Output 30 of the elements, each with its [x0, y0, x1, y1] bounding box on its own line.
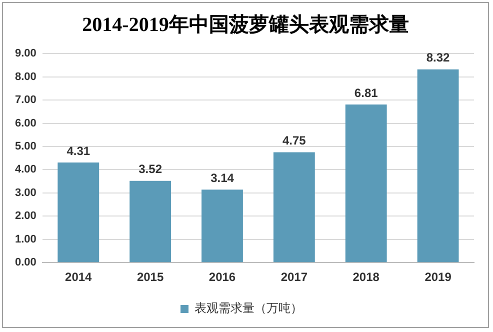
y-tick-label: 1.00 — [14, 233, 36, 246]
x-tick-label: 2016 — [208, 270, 236, 284]
x-tick-label: 2014 — [65, 270, 92, 284]
y-tick-label: 7.00 — [14, 94, 36, 106]
y-tick-label: 4.00 — [14, 164, 36, 176]
y-tick-label: 5.00 — [14, 140, 36, 153]
data-label: 4.75 — [282, 134, 306, 148]
data-label: 6.81 — [354, 86, 378, 100]
bar — [417, 69, 459, 262]
y-tick-label: 0.00 — [14, 256, 36, 269]
chart-title: 2014-2019年中国菠萝罐头表观需求量 — [81, 13, 410, 38]
bar — [58, 162, 100, 262]
bar — [273, 152, 315, 262]
x-tick-label: 2018 — [352, 270, 380, 284]
data-label: 4.31 — [66, 144, 90, 158]
y-tick-label: 6.00 — [14, 117, 36, 130]
data-label: 3.52 — [138, 162, 162, 176]
x-tick-label: 2019 — [424, 270, 452, 284]
y-tick-label: 2.00 — [14, 210, 36, 222]
y-tick-label: 9.00 — [14, 48, 36, 60]
data-label: 3.14 — [210, 170, 234, 185]
legend-label: 表观需求量（万吨） — [194, 301, 302, 316]
x-tick-label: 2015 — [136, 270, 164, 284]
y-tick-label: 3.00 — [14, 186, 36, 199]
data-label: 8.32 — [426, 50, 450, 65]
bar — [130, 180, 172, 262]
bar — [345, 104, 387, 262]
y-tick-label: 8.00 — [14, 70, 36, 83]
x-tick-label: 2017 — [280, 270, 308, 284]
bar — [202, 190, 243, 262]
